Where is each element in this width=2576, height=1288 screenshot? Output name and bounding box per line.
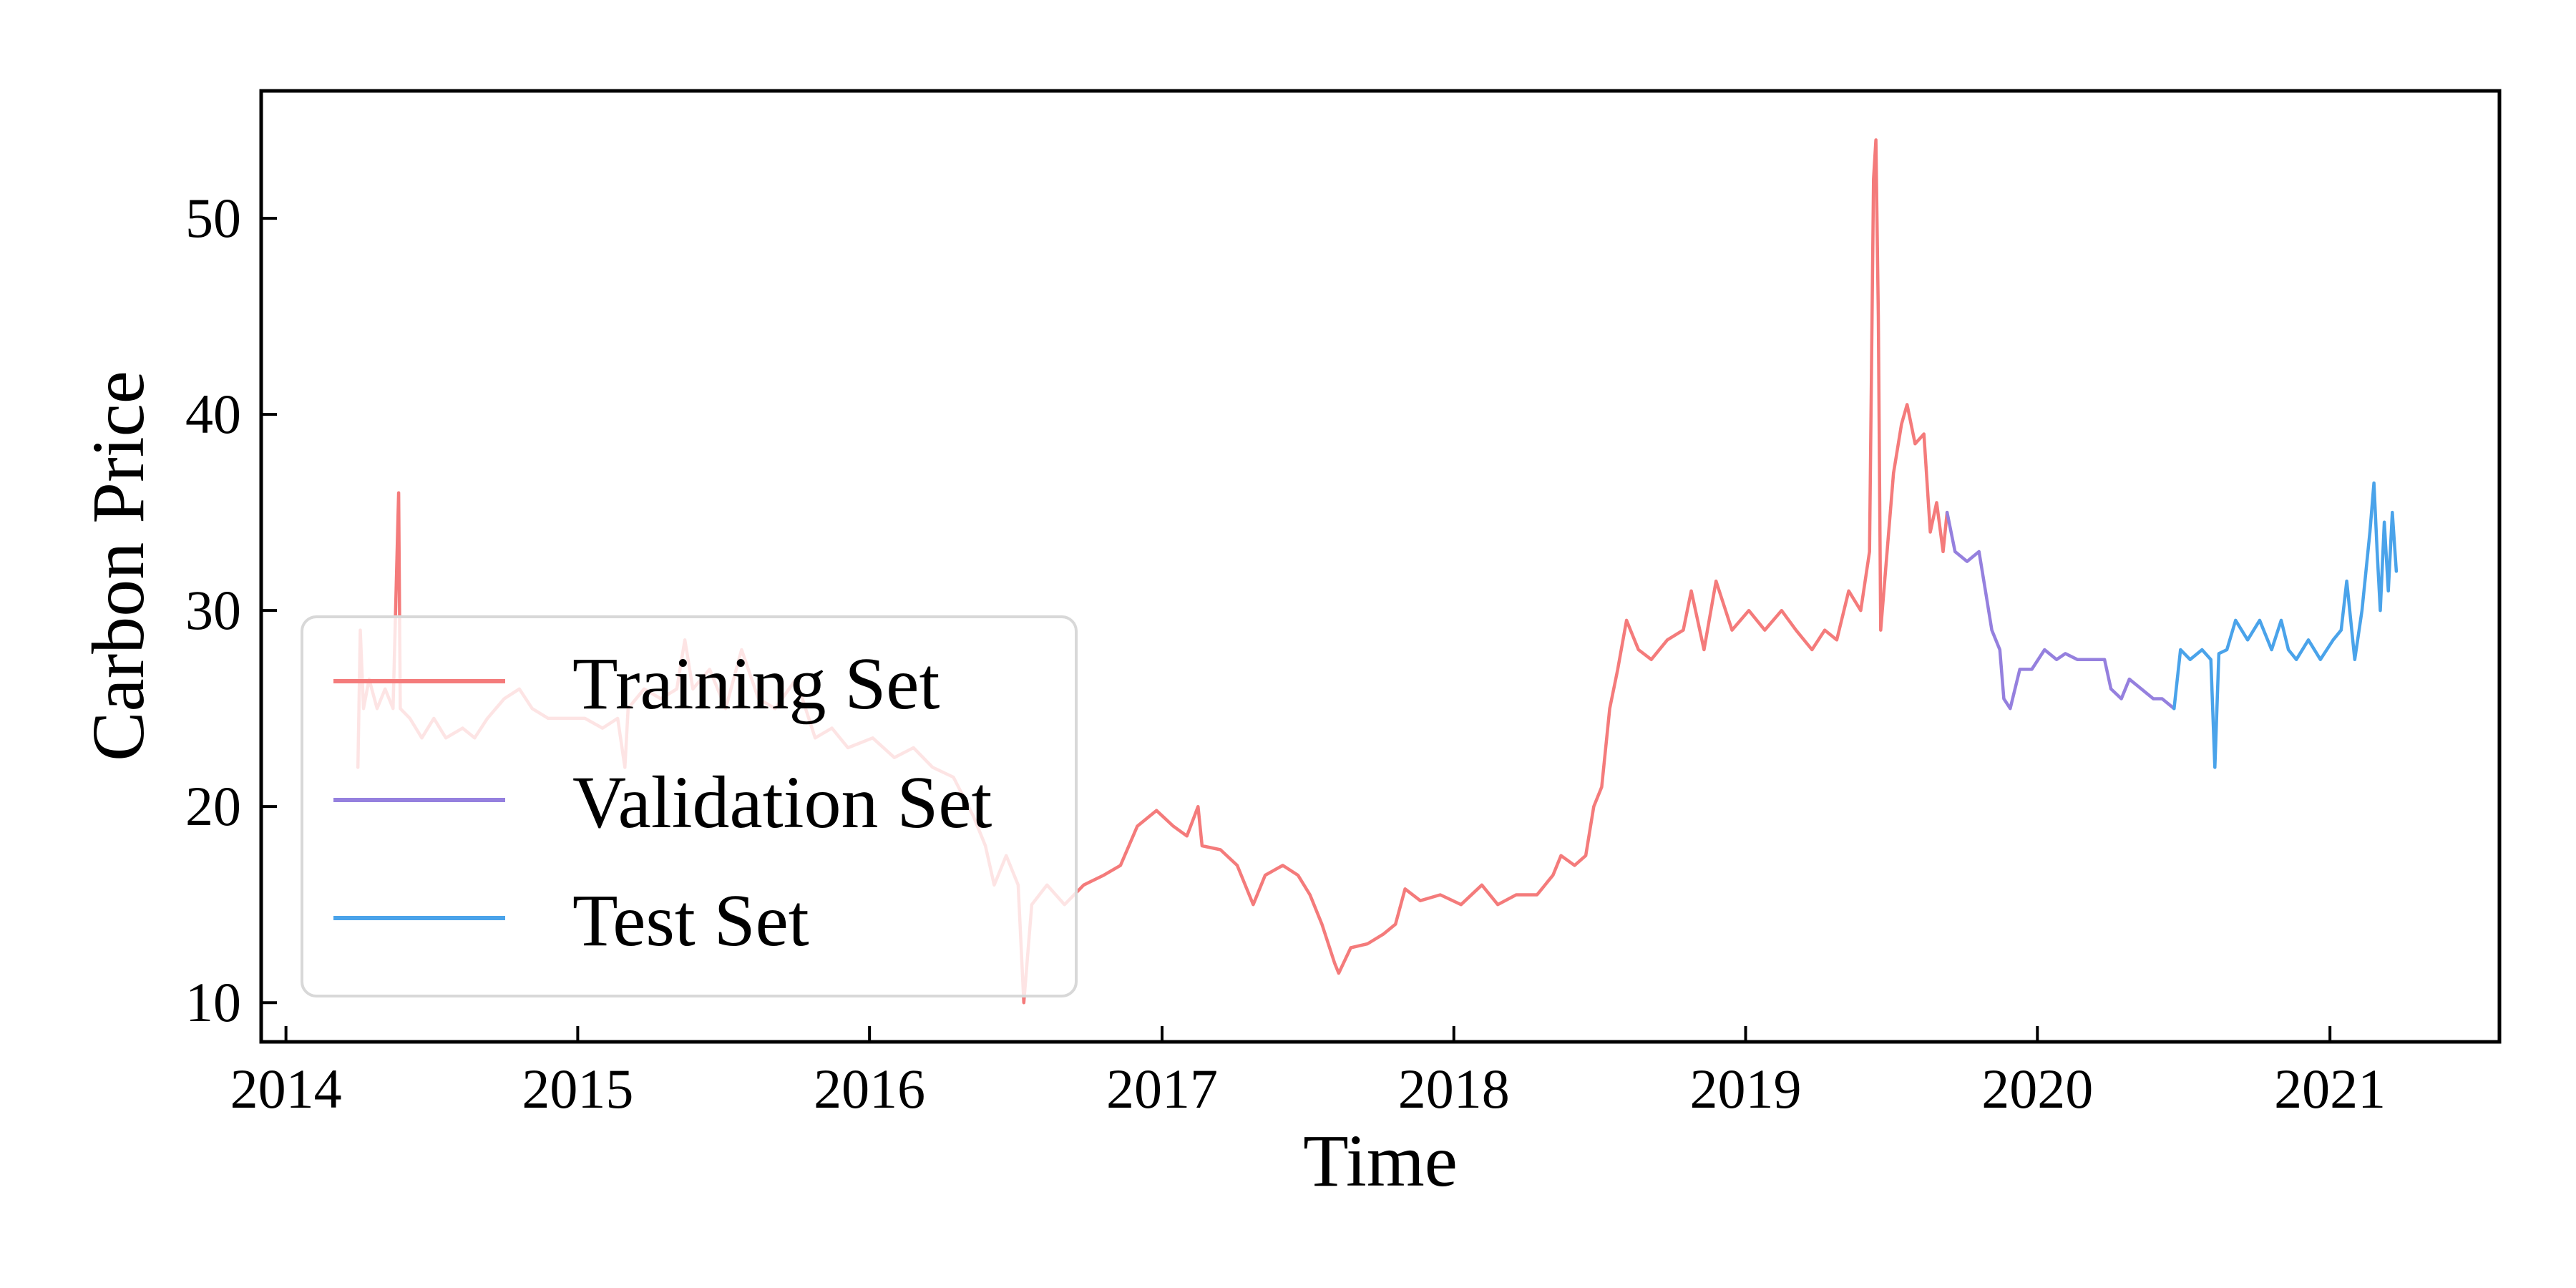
series-line-validation-set (1945, 510, 2176, 711)
x-tick-label: 2017 (1106, 1058, 1218, 1120)
y-tick-label: 40 (185, 383, 241, 445)
x-tick-label: 2014 (230, 1058, 342, 1120)
legend: Training Set Validation Set Test Set (301, 615, 1078, 997)
plot-frame (259, 89, 2502, 1044)
legend-box (301, 615, 1078, 997)
legend-label-test: Test Set (572, 879, 809, 962)
legend-label-validation: Validation Set (572, 761, 992, 844)
y-tick-label: 30 (185, 579, 241, 641)
x-tick-label: 2020 (1981, 1058, 2093, 1120)
y-tick-label: 10 (185, 971, 241, 1033)
legend-label-training: Training Set (572, 643, 940, 725)
y-tick-label: 50 (185, 187, 241, 249)
x-axis-label: Time (1303, 1120, 1458, 1202)
y-tick-label: 20 (185, 775, 241, 837)
x-tick-label: 2021 (2274, 1058, 2386, 1120)
y-axis-label: Carbon Price (77, 371, 160, 761)
x-axis: 2014 2015 2016 2017 2018 2019 2020 2021 (230, 1026, 2386, 1120)
x-tick-label: 2018 (1398, 1058, 1510, 1120)
series-line-test-set (2172, 481, 2399, 769)
y-axis: 10 20 30 40 50 (185, 187, 277, 1033)
x-tick-label: 2015 (522, 1058, 633, 1120)
x-tick-label: 2016 (814, 1058, 925, 1120)
x-tick-label: 2019 (1690, 1058, 1802, 1120)
